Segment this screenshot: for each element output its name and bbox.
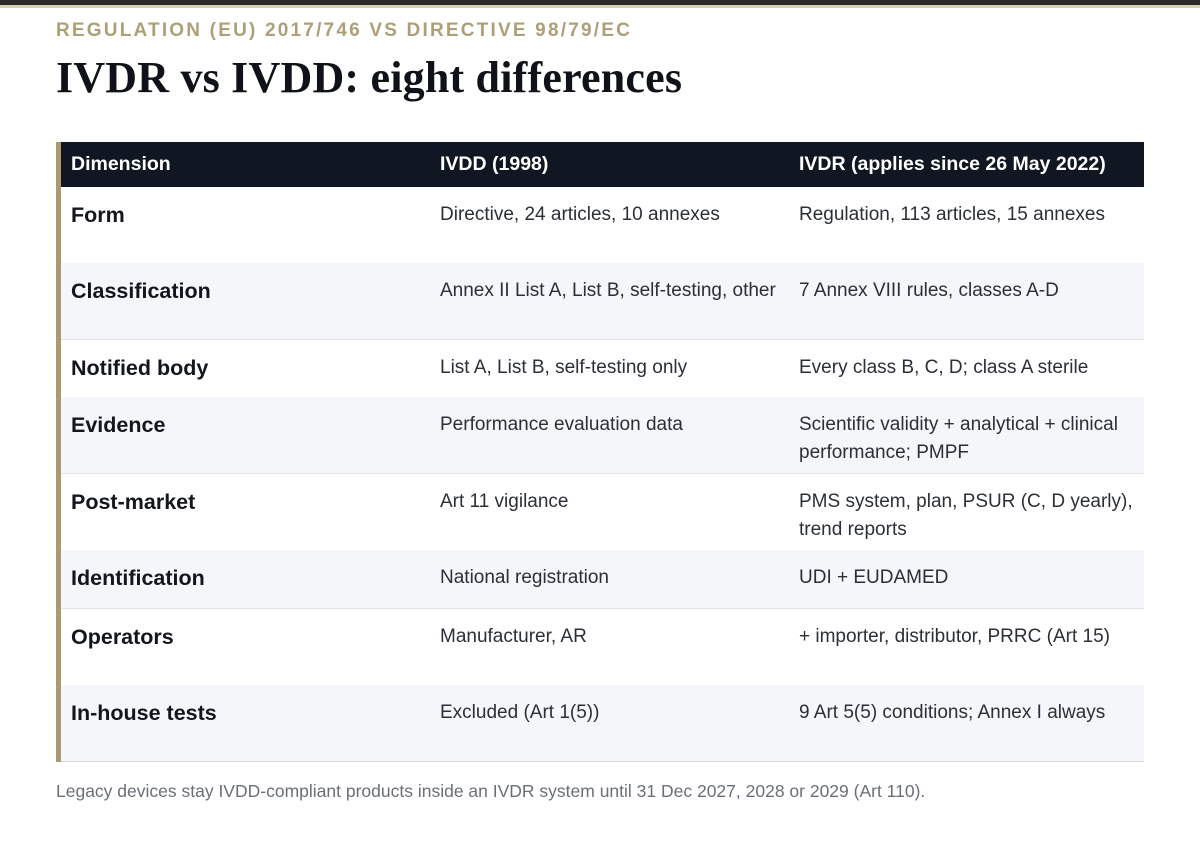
row-ivdr-value: Scientific validity + analytical + clini…	[789, 397, 1144, 474]
table-row: Operators Manufacturer, AR + importer, d…	[61, 608, 1144, 685]
row-dimension: Classification	[61, 263, 430, 340]
column-header-ivdr: IVDR (applies since 26 May 2022)	[789, 142, 1144, 187]
comparison-table: Dimension IVDD (1998) IVDR (applies sinc…	[61, 142, 1144, 762]
table-row: Identification National registration UDI…	[61, 550, 1144, 609]
page-title: IVDR vs IVDD: eight differences	[56, 53, 683, 102]
row-ivdr-value: Every class B, C, D; class A sterile	[789, 339, 1144, 397]
row-ivdr-value: 7 Annex VIII rules, classes A-D	[789, 263, 1144, 340]
row-ivdd-value: Annex II List A, List B, self-testing, o…	[430, 263, 789, 340]
row-ivdd-value: Directive, 24 articles, 10 annexes	[430, 187, 789, 263]
row-ivdd-value: List A, List B, self-testing only	[430, 339, 789, 397]
column-header-dimension: Dimension	[61, 142, 430, 187]
top-rule	[0, 0, 1200, 5]
row-ivdr-value: Regulation, 113 articles, 15 annexes	[789, 187, 1144, 263]
table-row: Post-market Art 11 vigilance PMS system,…	[61, 473, 1144, 550]
top-rule-accent	[0, 5, 1200, 8]
row-dimension: Notified body	[61, 339, 430, 397]
column-header-ivdd: IVDD (1998)	[430, 142, 789, 187]
row-dimension: Operators	[61, 608, 430, 685]
row-ivdd-value: Manufacturer, AR	[430, 608, 789, 685]
table-row: Form Directive, 24 articles, 10 annexes …	[61, 187, 1144, 263]
comparison-table-container: Dimension IVDD (1998) IVDR (applies sinc…	[56, 142, 1149, 762]
row-dimension: In-house tests	[61, 685, 430, 762]
footnote: Legacy devices stay IVDD-compliant produ…	[56, 781, 926, 801]
row-dimension: Post-market	[61, 473, 430, 550]
table-row: In-house tests Excluded (Art 1(5)) 9 Art…	[61, 685, 1144, 762]
row-dimension: Identification	[61, 550, 430, 609]
row-ivdd-value: Excluded (Art 1(5))	[430, 685, 789, 762]
row-dimension: Form	[61, 187, 430, 263]
kicker: REGULATION (EU) 2017/746 VS DIRECTIVE 98…	[56, 20, 632, 41]
row-ivdr-value: UDI + EUDAMED	[789, 550, 1144, 609]
row-ivdr-value: PMS system, plan, PSUR (C, D yearly), tr…	[789, 473, 1144, 550]
row-ivdr-value: + importer, distributor, PRRC (Art 15)	[789, 608, 1144, 685]
table-row: Evidence Performance evaluation data Sci…	[61, 397, 1144, 474]
row-ivdr-value: 9 Art 5(5) conditions; Annex I always	[789, 685, 1144, 762]
table-row: Notified body List A, List B, self-testi…	[61, 339, 1144, 397]
row-ivdd-value: Art 11 vigilance	[430, 473, 789, 550]
row-ivdd-value: National registration	[430, 550, 789, 609]
table-row: Classification Annex II List A, List B, …	[61, 263, 1144, 340]
table-header-row: Dimension IVDD (1998) IVDR (applies sinc…	[61, 142, 1144, 187]
row-ivdd-value: Performance evaluation data	[430, 397, 789, 474]
row-dimension: Evidence	[61, 397, 430, 474]
